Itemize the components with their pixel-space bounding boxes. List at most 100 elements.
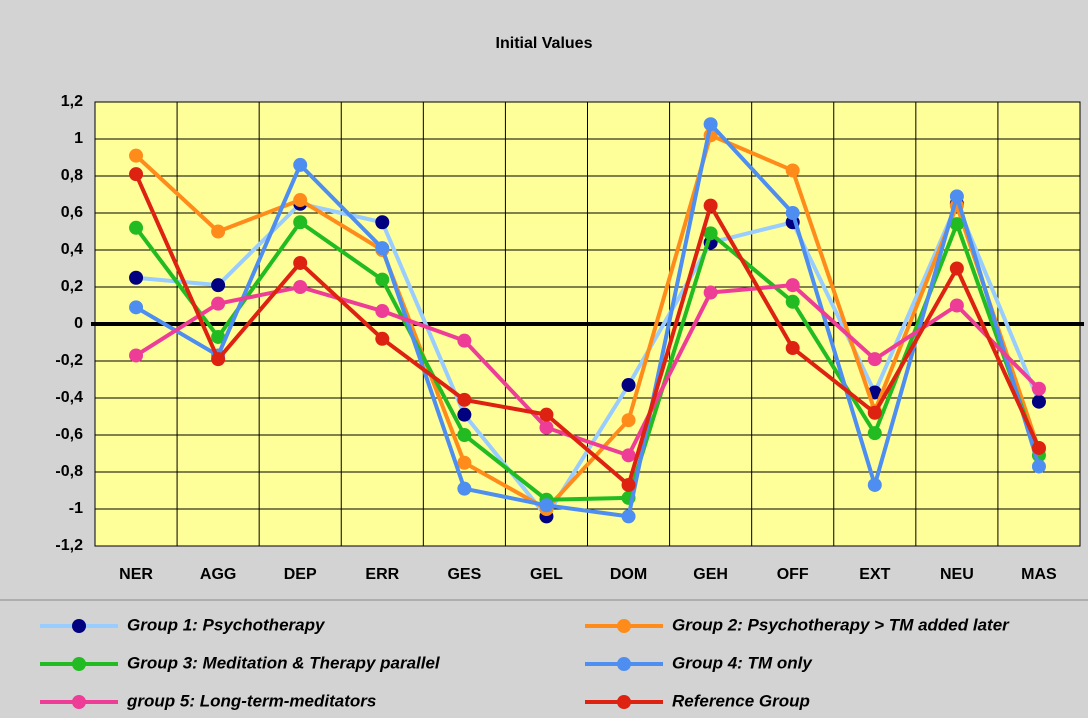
legend-label: Group 2: Psychotherapy > TM added later <box>672 615 1010 634</box>
y-tick-label: -1 <box>69 500 83 517</box>
data-point <box>621 448 636 463</box>
data-point <box>457 392 472 407</box>
data-point <box>621 413 636 428</box>
y-tick-label: 1,2 <box>61 93 83 110</box>
legend-marker <box>617 619 631 633</box>
data-point <box>129 300 144 315</box>
x-tick-label: ERR <box>365 566 399 583</box>
data-point <box>703 285 718 300</box>
legend-label: group 5: Long-term-meditators <box>126 691 376 710</box>
legend-marker <box>72 657 86 671</box>
x-tick-label: EXT <box>859 566 890 583</box>
x-tick-label: DEP <box>284 566 317 583</box>
x-tick-label: GEH <box>693 566 728 583</box>
data-point <box>211 352 226 367</box>
data-point <box>703 226 718 241</box>
data-point <box>785 341 800 356</box>
chart-title: Initial Values <box>496 35 593 52</box>
y-tick-label: 0 <box>74 315 83 332</box>
data-point <box>785 294 800 309</box>
x-tick-label: OFF <box>777 566 809 583</box>
y-tick-label: 0,6 <box>61 204 83 221</box>
data-point <box>129 220 144 235</box>
data-point <box>129 348 144 363</box>
series-line <box>134 173 1041 487</box>
data-point <box>1031 440 1046 455</box>
data-point <box>539 420 554 435</box>
data-point <box>785 206 800 220</box>
x-tick-label: NER <box>119 566 153 583</box>
data-point <box>293 215 308 230</box>
y-tick-label: 0,8 <box>61 167 83 184</box>
data-point <box>457 333 472 348</box>
data-point <box>375 272 390 287</box>
data-point <box>211 224 226 239</box>
x-tick-label: DOM <box>610 566 647 583</box>
data-point <box>539 498 554 513</box>
x-tick-label: GES <box>447 566 481 583</box>
series-line <box>134 133 1041 511</box>
data-point <box>457 455 472 470</box>
data-point <box>1031 381 1046 396</box>
data-point <box>211 329 226 344</box>
y-tick-label: -1,2 <box>55 537 83 554</box>
data-point <box>703 117 718 132</box>
data-point <box>293 193 308 208</box>
data-point <box>621 378 636 393</box>
legend-label: Reference Group <box>672 691 810 710</box>
data-point <box>293 280 308 294</box>
y-tick-label: 0,2 <box>61 278 83 295</box>
data-point <box>867 405 882 420</box>
legend-marker <box>72 619 86 633</box>
legend-label: Group 1: Psychotherapy <box>127 615 326 634</box>
data-point <box>785 163 800 178</box>
data-point <box>949 217 964 232</box>
data-point <box>211 278 226 293</box>
data-point <box>1031 459 1046 474</box>
data-point <box>211 296 226 311</box>
data-point <box>621 477 636 492</box>
legend-label: Group 3: Meditation & Therapy parallel <box>127 653 441 672</box>
data-point <box>949 298 964 313</box>
data-point <box>867 352 882 367</box>
x-tick-label: AGG <box>200 566 236 583</box>
legend-marker <box>72 695 86 709</box>
x-tick-label: MAS <box>1021 566 1057 583</box>
x-tick-label: NEU <box>940 566 974 583</box>
data-point <box>1031 394 1046 409</box>
data-point <box>949 261 964 276</box>
y-tick-label: -0,2 <box>55 352 83 369</box>
legend-marker <box>617 657 631 671</box>
data-point <box>703 198 718 213</box>
data-point <box>457 481 472 496</box>
data-point <box>375 241 390 256</box>
data-point <box>375 215 390 230</box>
data-point <box>785 278 800 293</box>
y-tick-label: -0,8 <box>55 463 83 480</box>
data-point <box>457 428 472 442</box>
data-point <box>375 331 390 346</box>
data-point <box>621 509 636 524</box>
legend-label: Group 4: TM only <box>672 653 813 672</box>
data-point <box>867 426 882 441</box>
series-line <box>135 122 1041 519</box>
x-tick-label: GEL <box>530 566 563 583</box>
data-point <box>539 407 554 422</box>
y-tick-label: -0,4 <box>55 389 83 406</box>
series-line <box>134 220 1041 502</box>
series-line <box>134 283 1041 458</box>
y-tick-label: 1 <box>74 130 83 147</box>
y-tick-label: -0,6 <box>55 426 83 443</box>
data-point <box>457 407 472 422</box>
data-point <box>867 477 882 492</box>
y-tick-label: 0,4 <box>61 241 83 258</box>
data-point <box>375 304 390 319</box>
data-point <box>293 157 308 172</box>
data-point <box>129 167 144 182</box>
data-point <box>949 189 964 204</box>
legend-marker <box>617 695 631 709</box>
data-point <box>129 270 144 285</box>
data-point <box>293 255 308 270</box>
data-point <box>129 148 144 163</box>
